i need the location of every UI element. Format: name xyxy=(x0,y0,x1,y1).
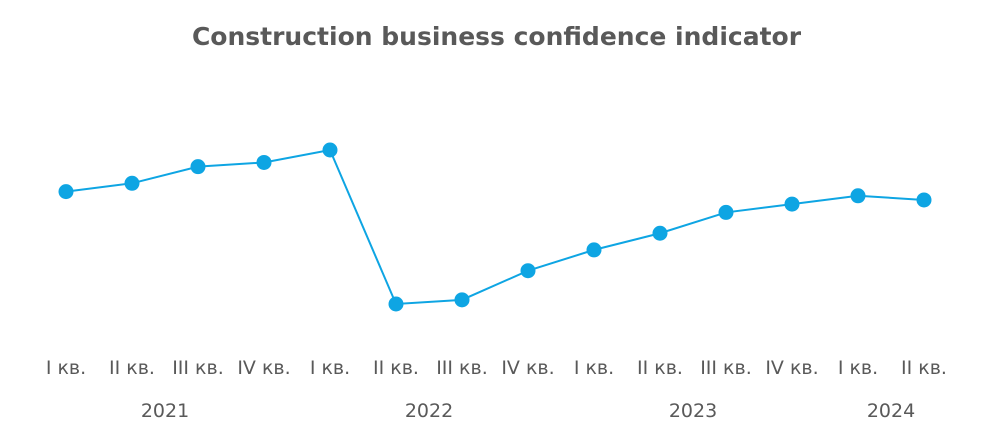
x-year-labels: 2021 2022 2023 2024 xyxy=(141,400,915,422)
x-tick-label: I кв. xyxy=(838,357,878,379)
x-tick-label: III кв. xyxy=(700,357,752,379)
data-point xyxy=(784,196,800,212)
x-tick-label: I кв. xyxy=(310,357,350,379)
data-point xyxy=(718,204,734,220)
data-point xyxy=(256,154,272,170)
x-year-label: 2023 xyxy=(669,400,717,422)
x-tick-label: IV кв. xyxy=(237,357,290,379)
x-tick-label: III кв. xyxy=(436,357,488,379)
x-tick-label: IV кв. xyxy=(501,357,554,379)
x-year-label: 2021 xyxy=(141,400,189,422)
data-point xyxy=(850,188,866,204)
x-tick-label: I кв. xyxy=(574,357,614,379)
x-tick-label: I кв. xyxy=(46,357,86,379)
data-point xyxy=(322,142,338,158)
data-point xyxy=(388,296,404,312)
series-line xyxy=(65,148,925,306)
x-tick-label: III кв. xyxy=(172,357,224,379)
chart-title: Construction business confidence indicat… xyxy=(191,22,802,51)
data-point xyxy=(454,292,470,308)
x-tick-label: II кв. xyxy=(901,357,947,379)
x-year-label: 2024 xyxy=(867,400,915,422)
data-point xyxy=(586,242,602,258)
x-tick-label: IV кв. xyxy=(765,357,818,379)
data-point xyxy=(124,175,140,191)
x-tick-label: II кв. xyxy=(109,357,155,379)
data-point xyxy=(520,263,536,279)
data-point xyxy=(190,159,206,175)
x-tick-labels: I кв. II кв. III кв. IV кв. I кв. II кв. III к… xyxy=(46,357,947,379)
x-tick-label: II кв. xyxy=(637,357,683,379)
x-tick-label: II кв. xyxy=(373,357,419,379)
data-point xyxy=(652,225,668,241)
data-point xyxy=(58,184,74,200)
x-year-label: 2022 xyxy=(405,400,453,422)
data-point xyxy=(916,192,932,208)
series-layer xyxy=(58,142,932,312)
